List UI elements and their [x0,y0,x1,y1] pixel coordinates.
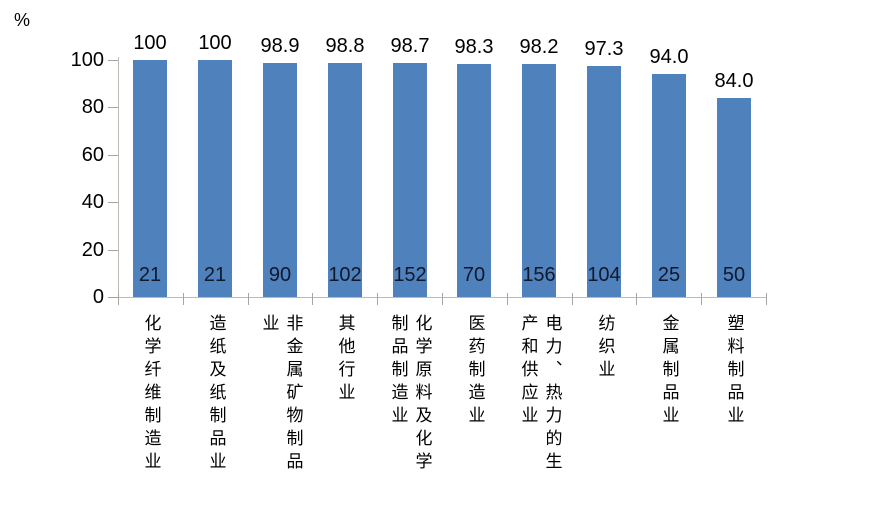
y-tick-label: 0 [92,286,104,308]
x-category-cell: 非金属矿物制品业 [248,314,313,504]
bar-count-label: 21 [138,264,162,286]
x-tick-mark [118,293,119,305]
bar [393,63,427,297]
x-category-label: 非金属矿物制品业 [259,314,303,475]
bar-value-label: 98.9 [260,35,300,57]
bar-count-label: 25 [657,264,681,286]
bar-count-label: 70 [462,264,486,286]
y-axis-line [118,57,119,298]
x-category-cell: 医药制造业 [442,314,507,504]
x-category-label: 金属制品业 [659,314,679,429]
bar-value-label: 98.7 [390,35,430,57]
bar-count-label: 102 [328,264,362,286]
x-category-label: 电力、热力的生产和供应业 [518,314,562,475]
y-tick-mark [108,154,118,156]
bar-value-label: 98.3 [454,36,494,58]
x-category-cell: 化学原料及化学制品制造业 [377,314,442,504]
x-tick-mark [636,293,637,305]
y-tick-mark [108,297,118,298]
bar [522,64,556,297]
x-category-label: 塑料制品业 [724,314,744,429]
x-tick-mark [312,293,313,305]
x-category-cell: 塑料制品业 [701,314,766,504]
bar [198,60,232,297]
x-tick-mark [183,293,184,305]
bar-count-label: 50 [722,264,746,286]
y-tick-label: 80 [81,96,104,119]
x-tick-mark [507,293,508,305]
x-category-label: 其他行业 [335,314,355,406]
bar-value-label: 100 [133,32,167,54]
x-category-cell: 电力、热力的生产和供应业 [507,314,572,504]
bar [328,63,362,297]
y-tick-label: 20 [81,238,104,261]
bar-value-label: 100 [198,32,232,54]
x-category-label: 造纸及纸制品业 [206,314,226,475]
x-category-cell: 化学纤维制造业 [118,314,183,504]
bar-value-label: 98.8 [325,35,365,57]
y-tick-label: 60 [81,143,104,166]
y-tick-mark [108,249,118,251]
x-tick-mark [572,293,573,305]
x-category-label: 纺织业 [595,314,615,383]
x-tick-mark [766,293,767,305]
bar-value-label: 84.0 [714,70,754,92]
bar-value-label: 97.3 [584,38,624,60]
bar-count-label: 21 [203,264,227,286]
bar-count-label: 156 [522,264,556,286]
bar [652,74,686,297]
x-category-cell: 其他行业 [312,314,377,504]
bar-count-label: 104 [587,264,621,286]
bar [457,64,491,297]
bar-value-label: 98.2 [519,36,559,58]
x-category-label: 化学原料及化学制品制造业 [388,314,432,475]
bar [717,98,751,297]
bar [133,60,167,297]
bar-value-label: 94.0 [649,46,689,68]
y-tick-mark [108,60,118,61]
bar-count-label: 90 [268,264,292,286]
x-tick-mark [701,293,702,305]
y-tick-label: 40 [81,191,104,214]
y-axis-unit-label: % [14,10,31,30]
bar-count-label: 152 [393,264,427,286]
bar [587,66,621,297]
x-axis-line [112,297,767,298]
x-category-label: 医药制造业 [465,314,485,429]
x-category-cell: 造纸及纸制品业 [183,314,248,504]
x-tick-mark [377,293,378,305]
x-category-cell: 金属制品业 [636,314,701,504]
y-tick-mark [108,202,118,204]
x-tick-mark [248,293,249,305]
bar [263,63,297,297]
y-tick-mark [108,107,118,109]
y-tick-label: 100 [70,49,104,71]
x-category-label: 化学纤维制造业 [141,314,161,475]
x-tick-mark [442,293,443,305]
x-category-cell: 纺织业 [572,314,637,504]
